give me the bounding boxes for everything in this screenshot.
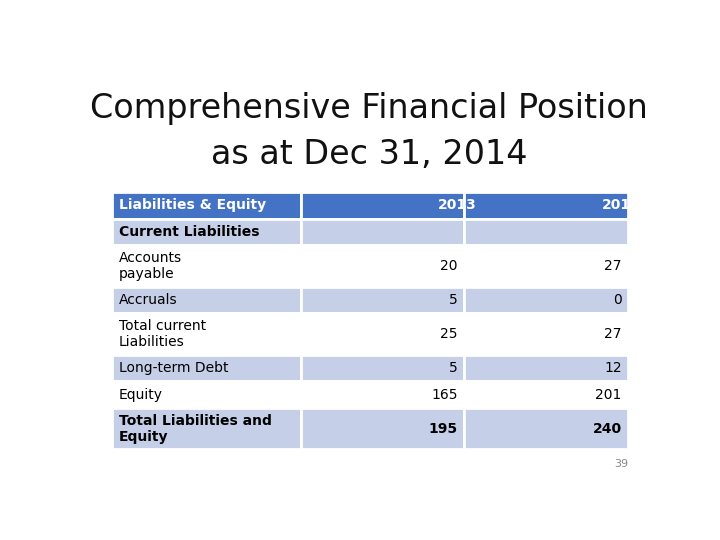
Bar (301, 246, 464, 287)
Text: Accruals: Accruals (119, 293, 178, 307)
Bar (301, 287, 464, 313)
Text: as at Dec 31, 2014: as at Dec 31, 2014 (211, 138, 527, 171)
Bar (301, 192, 464, 219)
Bar (464, 192, 629, 219)
Bar (301, 381, 464, 408)
Bar (112, 355, 301, 381)
Text: Long-term Debt: Long-term Debt (119, 361, 228, 375)
Bar (464, 408, 629, 449)
Text: Equity: Equity (119, 388, 163, 402)
Bar (301, 313, 464, 355)
Text: Accounts
payable: Accounts payable (119, 251, 182, 281)
Bar (112, 287, 301, 313)
Text: Total Liabilities and
Equity: Total Liabilities and Equity (119, 414, 272, 444)
Bar (301, 355, 464, 381)
Bar (464, 246, 629, 287)
Bar (112, 192, 301, 219)
Bar (112, 313, 301, 355)
Text: 2013: 2013 (438, 198, 477, 212)
Text: 0: 0 (613, 293, 622, 307)
Bar (464, 287, 629, 313)
Bar (464, 381, 629, 408)
Text: 5: 5 (449, 361, 458, 375)
Text: 201: 201 (595, 388, 622, 402)
Text: 25: 25 (440, 327, 458, 341)
Text: 240: 240 (593, 422, 622, 436)
Bar (112, 246, 301, 287)
Text: 27: 27 (604, 259, 622, 273)
Bar (464, 313, 629, 355)
Text: 2014: 2014 (603, 198, 642, 212)
Text: 39: 39 (614, 459, 629, 469)
Text: Current Liabilities: Current Liabilities (119, 225, 259, 239)
Text: 165: 165 (431, 388, 458, 402)
Text: 27: 27 (604, 327, 622, 341)
Text: 12: 12 (604, 361, 622, 375)
Bar (464, 355, 629, 381)
Bar (301, 408, 464, 449)
Bar (112, 381, 301, 408)
Text: 5: 5 (449, 293, 458, 307)
Bar (112, 408, 301, 449)
Bar (301, 219, 464, 246)
Text: Total current
Liabilities: Total current Liabilities (119, 319, 206, 349)
Text: Comprehensive Financial Position: Comprehensive Financial Position (90, 92, 648, 125)
Text: Liabilities & Equity: Liabilities & Equity (119, 198, 266, 212)
Bar (112, 219, 301, 246)
Bar (464, 219, 629, 246)
Text: 20: 20 (440, 259, 458, 273)
Text: 195: 195 (428, 422, 458, 436)
